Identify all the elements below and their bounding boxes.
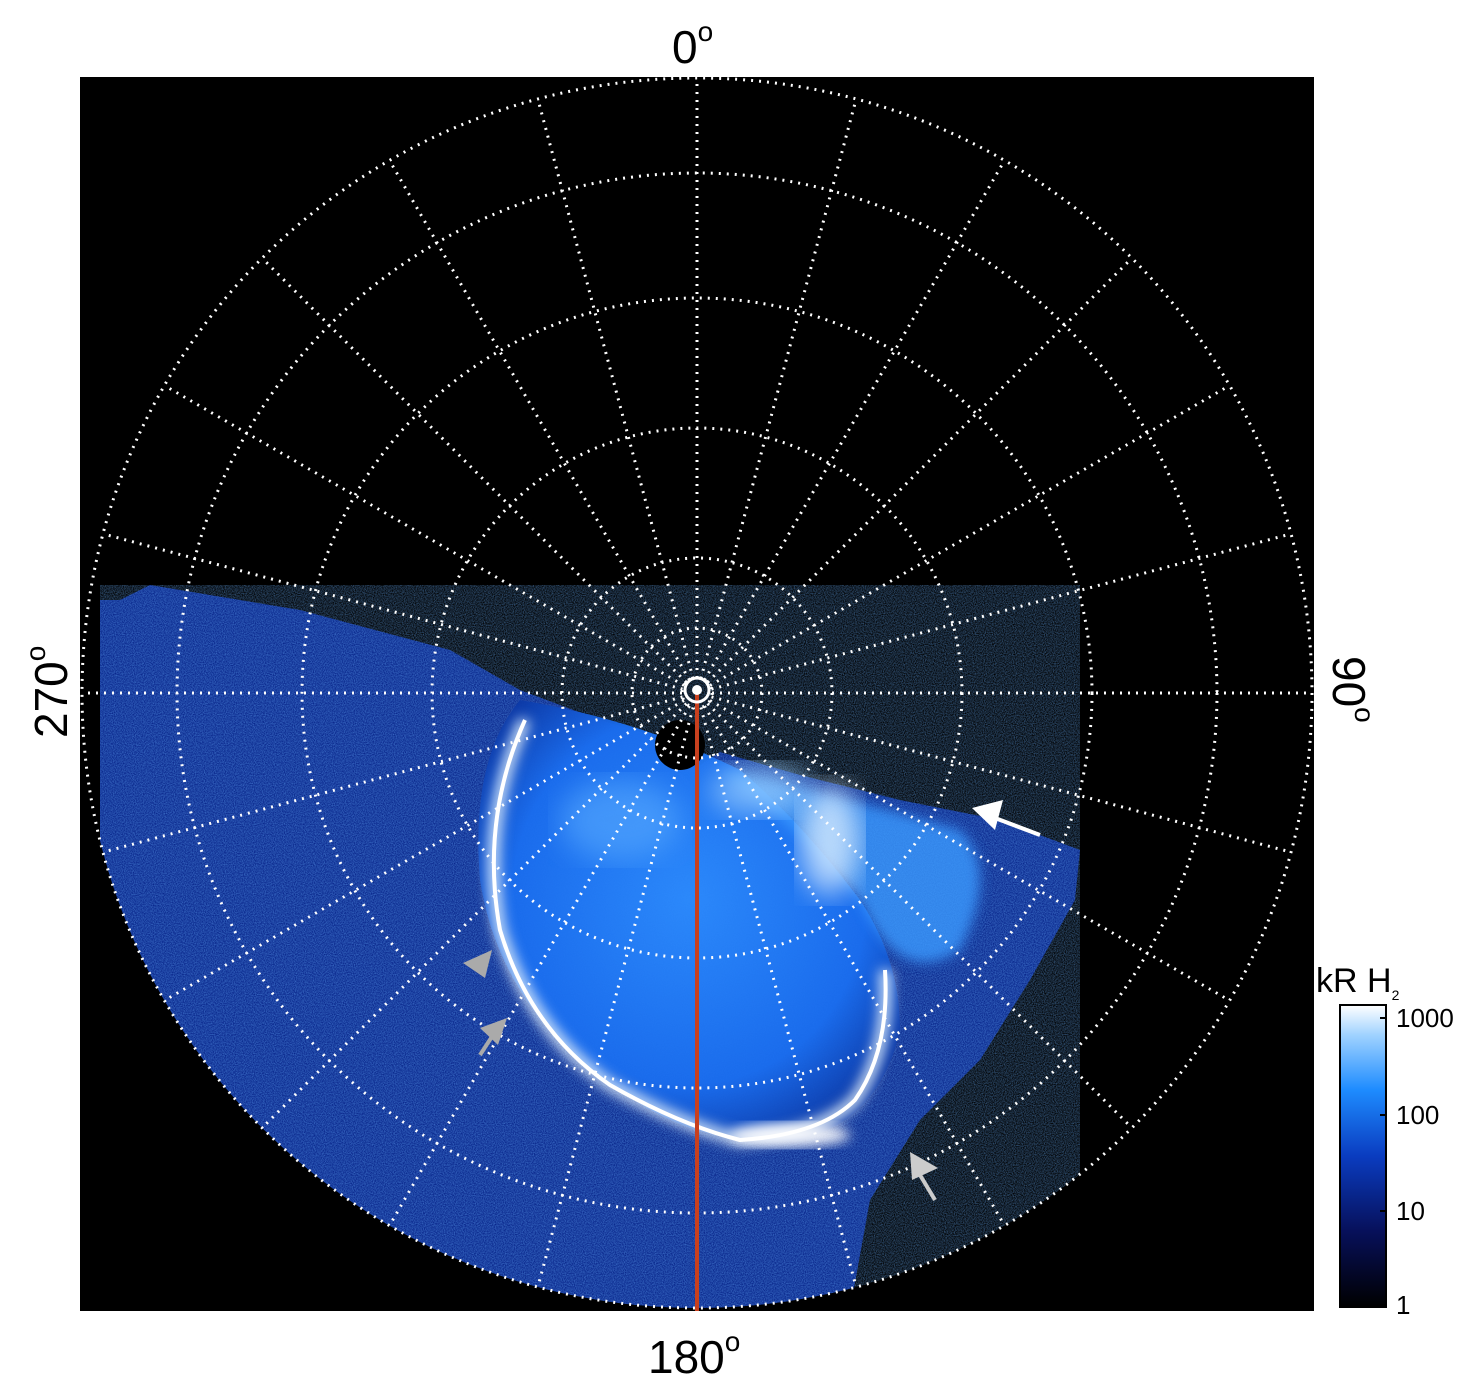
- colorbar-tick-label: 1000: [1396, 1003, 1454, 1033]
- longitude-label-bottom: 180o: [648, 1326, 741, 1383]
- longitude-label-right: 90o: [1323, 656, 1380, 723]
- gray-arrow: [463, 950, 492, 978]
- colorbar-title: kR H2: [1316, 962, 1400, 1003]
- colorbar-tick-label: 1: [1396, 1290, 1411, 1320]
- latitude-circle: [300, 296, 1094, 1090]
- longitude-label-top: 0o: [672, 16, 714, 73]
- colorbar-ticks: [1380, 1017, 1386, 1306]
- pole-marker: [683, 676, 711, 704]
- colorbar: [1339, 1004, 1387, 1308]
- longitude-label-left: 270o: [20, 645, 77, 738]
- latitude-circle: [80, 77, 1314, 1310]
- white-arrow: [972, 800, 1041, 837]
- gray-arrow: [910, 1152, 938, 1202]
- colorbar-tick-label: 10: [1396, 1196, 1425, 1226]
- colorbar-tick-label: 100: [1396, 1100, 1440, 1130]
- gray-arrow: [478, 1018, 507, 1057]
